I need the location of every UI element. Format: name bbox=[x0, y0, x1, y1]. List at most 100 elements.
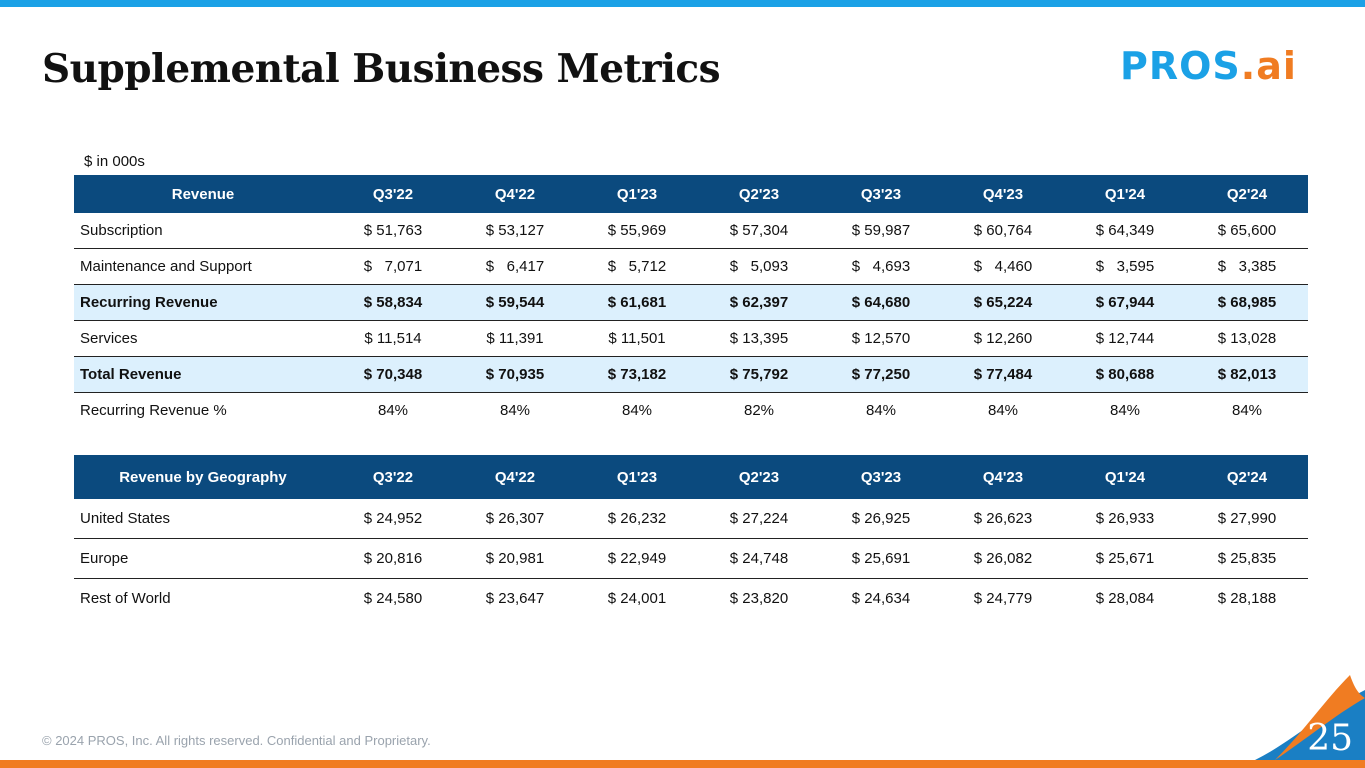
cell-value: 84% bbox=[621, 402, 653, 419]
row-label: Recurring Revenue % bbox=[80, 402, 227, 419]
cell-value: $ 70,935 bbox=[454, 356, 576, 393]
cell-value: $ 24,634 bbox=[851, 590, 911, 607]
cell-value: $ 12,570 bbox=[820, 320, 942, 357]
row-label: Europe bbox=[74, 538, 332, 579]
cell-value: $ 24,779 bbox=[973, 590, 1033, 607]
copyright-footer: © 2024 PROS, Inc. All rights reserved. C… bbox=[42, 733, 431, 748]
cell-value: $ 20,981 bbox=[454, 538, 576, 579]
cell-value: $ 23,647 bbox=[485, 590, 545, 607]
cell-value: $ 26,933 bbox=[1064, 499, 1186, 539]
revenue-table: Revenue Q3'22 Q4'22 Q1'23 Q2'23 Q3'23 Q4'23 Q1'… bbox=[74, 175, 1308, 428]
cell-value: $ 65,600 bbox=[1186, 213, 1308, 249]
cell-value: $ 23,820 bbox=[729, 590, 789, 607]
cell-value: 82% bbox=[743, 402, 775, 419]
cell-value: $ 12,744 bbox=[1064, 320, 1186, 357]
cell-value: $ 26,232 bbox=[576, 499, 698, 539]
row-label: Services bbox=[74, 320, 332, 357]
table-row: Recurring Revenue % 84% 84% 84% 82% 84% 84% 84%… bbox=[74, 393, 1308, 429]
cell-value: $ 60,764 bbox=[942, 213, 1064, 249]
table-header-label: Revenue by Geography bbox=[74, 455, 332, 499]
cell-value: $ 24,952 bbox=[332, 499, 454, 539]
column-header: Q3'22 bbox=[332, 455, 454, 499]
column-header: Q1'23 bbox=[576, 455, 698, 499]
table-row: Rest of World $ 24,580 $ 23,647 $ 24,001 $ 2… bbox=[74, 579, 1308, 619]
cell-value: 84% bbox=[499, 402, 531, 419]
cell-value: $ 26,082 bbox=[942, 538, 1064, 579]
row-label: Subscription bbox=[74, 213, 332, 249]
cell-value: $ 28,084 bbox=[1095, 590, 1155, 607]
table-row: United States $ 24,952 $ 26,307 $ 26,232 $ 2… bbox=[74, 499, 1308, 539]
cell-value: $ 59,987 bbox=[820, 213, 942, 249]
cell-value: $ 75,792 bbox=[698, 356, 820, 393]
table-row: Total Revenue $ 70,348 $ 70,935 $ 73,182 $ 7… bbox=[74, 356, 1308, 393]
column-header: Q4'22 bbox=[454, 455, 576, 499]
cell-value: $ 25,671 bbox=[1064, 538, 1186, 579]
row-label: United States bbox=[74, 499, 332, 539]
table-header-label: Revenue bbox=[74, 175, 332, 213]
cell-value: $ 22,949 bbox=[576, 538, 698, 579]
column-header: Q3'23 bbox=[820, 175, 942, 213]
cell-value: $ 26,925 bbox=[820, 499, 942, 539]
cell-value: $ 24,580 bbox=[363, 590, 423, 607]
cell-value: $ 13,395 bbox=[698, 320, 820, 357]
row-label: Recurring Revenue bbox=[74, 284, 332, 321]
column-header: Q1'23 bbox=[576, 175, 698, 213]
cell-value: $ 11,501 bbox=[576, 320, 698, 357]
cell-value: $ 64,349 bbox=[1064, 213, 1186, 249]
cell-value: 84% bbox=[377, 402, 409, 419]
cell-value: $ 24,001 bbox=[607, 590, 667, 607]
cell-value: $ 58,834 bbox=[332, 284, 454, 321]
cell-value: $ 73,182 bbox=[576, 356, 698, 393]
cell-value: $ 51,763 bbox=[332, 213, 454, 249]
row-label: Rest of World bbox=[80, 590, 171, 607]
cell-value: $ 5,093 bbox=[698, 248, 820, 285]
cell-value: $ 61,681 bbox=[576, 284, 698, 321]
cell-value: $ 59,544 bbox=[454, 284, 576, 321]
cell-value: $ 26,307 bbox=[454, 499, 576, 539]
column-header: Q4'22 bbox=[454, 175, 576, 213]
cell-value: 84% bbox=[1231, 402, 1263, 419]
cell-value: $ 27,990 bbox=[1186, 499, 1308, 539]
cell-value: $ 26,623 bbox=[942, 499, 1064, 539]
row-label: Maintenance and Support bbox=[74, 248, 332, 285]
cell-value: $ 70,348 bbox=[332, 356, 454, 393]
column-header: Q1'24 bbox=[1064, 455, 1186, 499]
cell-value: $ 53,127 bbox=[454, 213, 576, 249]
column-header: Q2'23 bbox=[698, 455, 820, 499]
row-label: Total Revenue bbox=[74, 356, 332, 393]
cell-value: 84% bbox=[987, 402, 1019, 419]
column-header: Q1'24 bbox=[1064, 175, 1186, 213]
column-header: Q2'23 bbox=[698, 175, 820, 213]
cell-value: $ 20,816 bbox=[332, 538, 454, 579]
cell-value: $ 57,304 bbox=[698, 213, 820, 249]
cell-value: $ 67,944 bbox=[1064, 284, 1186, 321]
cell-value: 84% bbox=[865, 402, 897, 419]
cell-value: $ 77,250 bbox=[820, 356, 942, 393]
page-curl-decoration bbox=[1255, 675, 1365, 760]
cell-value: 84% bbox=[1109, 402, 1141, 419]
page-title: Supplemental Business Metrics bbox=[42, 46, 721, 92]
cell-value: $ 4,460 bbox=[942, 248, 1064, 285]
geography-table: Revenue by Geography Q3'22 Q4'22 Q1'23 Q2'23… bbox=[74, 455, 1308, 618]
pros-ai-logo: PROS.ai bbox=[1120, 44, 1297, 88]
cell-value: $ 28,188 bbox=[1217, 590, 1277, 607]
column-header: Q4'23 bbox=[942, 175, 1064, 213]
cell-value: $ 82,013 bbox=[1186, 356, 1308, 393]
table-row: Recurring Revenue $ 58,834 $ 59,544 $ 61,68… bbox=[74, 284, 1308, 321]
cell-value: $ 7,071 bbox=[332, 248, 454, 285]
table-row: Maintenance and Support $ 7,071 $ 6,417 $ 5… bbox=[74, 248, 1308, 285]
cell-value: $ 4,693 bbox=[820, 248, 942, 285]
cell-value: $ 77,484 bbox=[942, 356, 1064, 393]
column-header: Q4'23 bbox=[942, 455, 1064, 499]
table-row: Europe $ 20,816 $ 20,981 $ 22,949 $ 24,748 $ … bbox=[74, 538, 1308, 579]
page-number: 25 bbox=[1307, 718, 1353, 759]
cell-value: $ 62,397 bbox=[698, 284, 820, 321]
cell-value: $ 25,691 bbox=[820, 538, 942, 579]
top-accent-bar bbox=[0, 0, 1365, 7]
column-header: Q3'23 bbox=[820, 455, 942, 499]
column-header: Q3'22 bbox=[332, 175, 454, 213]
cell-value: $ 55,969 bbox=[576, 213, 698, 249]
cell-value: $ 11,391 bbox=[454, 320, 576, 357]
cell-value: $ 25,835 bbox=[1186, 538, 1308, 579]
cell-value: $ 68,985 bbox=[1186, 284, 1308, 321]
